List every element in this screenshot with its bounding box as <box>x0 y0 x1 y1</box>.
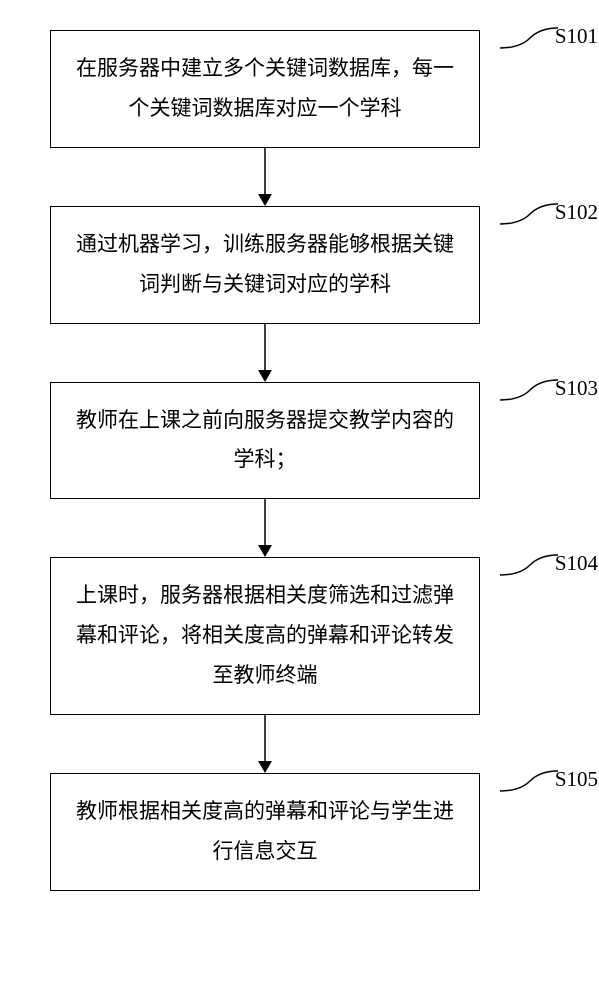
step-label: S101 <box>555 24 598 49</box>
step-box: 教师在上课之前向服务器提交教学内容的学科； <box>50 382 480 500</box>
arrow-down-icon <box>253 499 277 557</box>
step-s104: S104 上课时，服务器根据相关度筛选和过滤弹幕和评论，将相关度高的弹幕和评论转… <box>50 557 550 715</box>
step-s101: S101 在服务器中建立多个关键词数据库，每一个关键词数据库对应一个学科 <box>50 30 550 148</box>
step-s103: S103 教师在上课之前向服务器提交教学内容的学科； <box>50 382 550 500</box>
arrow <box>50 324 480 382</box>
arrow <box>50 499 480 557</box>
step-text: 教师在上课之前向服务器提交教学内容的学科； <box>71 401 459 481</box>
step-box: 教师根据相关度高的弹幕和评论与学生进行信息交互 <box>50 773 480 891</box>
arrow-down-icon <box>253 148 277 206</box>
step-s102: S102 通过机器学习，训练服务器能够根据关键词判断与关键词对应的学科 <box>50 206 550 324</box>
arrow <box>50 715 480 773</box>
step-text: 在服务器中建立多个关键词数据库，每一个关键词数据库对应一个学科 <box>71 49 459 129</box>
arrow-down-icon <box>253 715 277 773</box>
step-s105: S105 教师根据相关度高的弹幕和评论与学生进行信息交互 <box>50 773 550 891</box>
arrow <box>50 148 480 206</box>
step-label: S105 <box>555 767 598 792</box>
step-box: 通过机器学习，训练服务器能够根据关键词判断与关键词对应的学科 <box>50 206 480 324</box>
callout-curve <box>500 200 560 230</box>
callout-curve <box>500 24 560 54</box>
step-label: S103 <box>555 376 598 401</box>
arrow-down-icon <box>253 324 277 382</box>
step-label: S104 <box>555 551 598 576</box>
callout-curve <box>500 767 560 797</box>
flowchart-container: S101 在服务器中建立多个关键词数据库，每一个关键词数据库对应一个学科 S10… <box>50 30 550 891</box>
step-text: 通过机器学习，训练服务器能够根据关键词判断与关键词对应的学科 <box>71 225 459 305</box>
step-text: 上课时，服务器根据相关度筛选和过滤弹幕和评论，将相关度高的弹幕和评论转发至教师终… <box>71 576 459 696</box>
step-text: 教师根据相关度高的弹幕和评论与学生进行信息交互 <box>71 792 459 872</box>
step-label: S102 <box>555 200 598 225</box>
callout-curve <box>500 551 560 581</box>
callout-curve <box>500 376 560 406</box>
step-box: 在服务器中建立多个关键词数据库，每一个关键词数据库对应一个学科 <box>50 30 480 148</box>
step-box: 上课时，服务器根据相关度筛选和过滤弹幕和评论，将相关度高的弹幕和评论转发至教师终… <box>50 557 480 715</box>
